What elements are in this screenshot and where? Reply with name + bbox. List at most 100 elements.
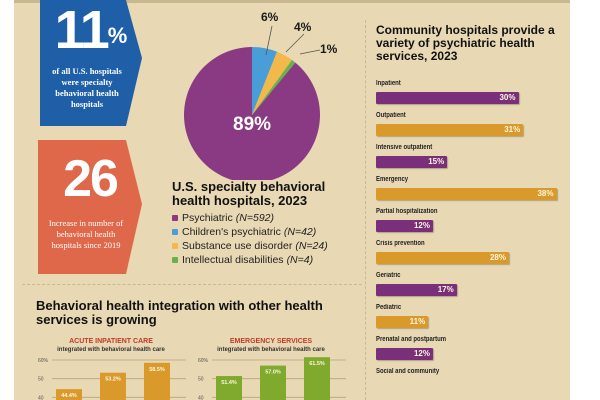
legend-label: Substance use disorder — [182, 240, 293, 252]
services-bar-chart: Inpatient 30% Outpatient 31% Intensive outpa… — [376, 80, 566, 400]
callout-text: of all U.S. hospitals were specialty beh… — [52, 66, 122, 109]
bar-category-label: Social and community — [376, 368, 440, 375]
bar-value-label: 38% — [537, 189, 554, 198]
bar-value-label: 57.0% — [265, 370, 281, 376]
emergency-chart-title: EMERGENCY SERVICES — [229, 338, 313, 345]
bar-row: Intensive outpatient 15% — [376, 144, 566, 176]
bar: 12% — [376, 220, 433, 232]
bar-value-label: 51.4% — [221, 380, 237, 386]
pie-leader-line — [265, 25, 273, 56]
pie-title: U.S. specialty behavioral health hospita… — [172, 179, 326, 208]
bar: 15% — [376, 156, 448, 168]
bar-value-label: 15% — [428, 157, 445, 166]
legend-label: Intellectual disabilities — [182, 254, 284, 266]
legend-swatch-substance — [172, 243, 178, 249]
legend-item-intellectual: Intellectual disabilities (N=4) — [172, 253, 362, 267]
bar-value-label: 58.5% — [149, 367, 165, 373]
pie-slice-children-s-psychiatric — [252, 47, 278, 115]
legend-item-childrens: Children's psychiatric (N=42) — [172, 225, 362, 239]
callout-shape-orange — [38, 140, 142, 274]
emergency-services-chart: EMERGENCY SERVICES integrated with behav… — [196, 338, 346, 400]
pie-leader-line — [285, 33, 305, 53]
y-tick-label: 50 — [198, 377, 204, 383]
acute-chart-title: ACUTE INPATIENT CARE — [69, 338, 153, 345]
bar: 17% — [376, 284, 457, 296]
bar-category-label: Emergency — [376, 176, 409, 183]
legend-item-substance: Substance use disorder (N=24) — [172, 239, 362, 253]
legend-label: Psychiatric — [182, 212, 233, 224]
bar-value-label: 17% — [437, 285, 454, 294]
legend-item-psychiatric: Psychiatric (N=592) — [172, 211, 362, 225]
bar-row: Partial hospitalization 12% — [376, 208, 566, 240]
bar: 30% — [376, 92, 519, 104]
bar: 31% — [376, 124, 524, 136]
bar-category-label: Prenatal and postpartum — [376, 336, 447, 343]
bar-row: Crisis prevention 28% — [376, 240, 566, 272]
bar-category-label: Crisis prevention — [376, 240, 425, 247]
legend-swatch-intellectual — [172, 257, 178, 263]
emergency-chart-subtitle: integrated with behavioral health care — [217, 347, 325, 353]
pie-svg — [184, 25, 321, 183]
pie-slice-psychiatric — [184, 47, 320, 183]
bar-category-label: Geriatric — [376, 272, 401, 279]
bar-row: Geriatric 17% — [376, 272, 566, 304]
bar-row: Inpatient 30% — [376, 80, 566, 112]
bar — [144, 362, 170, 400]
bar-value-label: 12% — [413, 349, 430, 358]
bar-category-label: Outpatient — [376, 112, 406, 119]
pie-leader-line — [299, 49, 321, 55]
legend-count: (N=4) — [286, 254, 314, 266]
y-tick-label: 40 — [38, 395, 44, 400]
integration-title: Behavioral health integration with other… — [36, 298, 323, 327]
pie-slice-substance-use-disorder — [252, 51, 292, 115]
top-rule — [14, 0, 570, 3]
legend-label: Children's psychiatric — [182, 226, 281, 238]
bar-value-label: 31% — [504, 125, 521, 134]
divider-horizontal — [22, 284, 362, 285]
acute-chart-subtitle: integrated with behavioral health care — [57, 347, 165, 353]
bar-value-label: 44.4% — [61, 393, 77, 399]
legend-swatch-childrens — [172, 229, 178, 235]
pie-legend: Psychiatric (N=592) Children's psychiatr… — [172, 211, 362, 267]
legend-count: (N=592) — [235, 212, 274, 224]
acute-inpatient-chart: ACUTE INPATIENT CARE integrated with beh… — [36, 338, 186, 400]
bar-row: Outpatient 31% — [376, 112, 566, 144]
bar-value-label: 12% — [413, 221, 430, 230]
bar-row: Pediatric 11% — [376, 304, 566, 336]
callout-shape-blue — [40, 0, 142, 126]
bar-category-label: Pediatric — [376, 304, 402, 311]
bar-row: Emergency 38% — [376, 176, 566, 208]
bar-category-label: Intensive outpatient — [376, 144, 433, 151]
bar-value-label: 30% — [499, 93, 516, 102]
bar-value-label: 28% — [489, 253, 506, 262]
y-tick-label: 50 — [38, 377, 44, 383]
emergency-chart-plot: 60% 50 40 51.4% 57.0% 61.5% — [198, 357, 346, 400]
services-chart-title: Community hospitals provide a variety of… — [376, 23, 555, 63]
callout-text: Increase in number of behavioral health … — [48, 218, 124, 250]
bar — [216, 376, 242, 400]
legend-swatch-psychiatric — [172, 215, 178, 221]
divider-vertical — [365, 20, 366, 400]
pie-chart: 6% 4% 1% 89% — [160, 0, 360, 183]
bar — [100, 372, 126, 400]
callout-specialty-share: 11% of all U.S. hospitals were specialty… — [40, 0, 142, 126]
callout-increase: 26 Increase in number of behavioral heal… — [38, 140, 142, 274]
callout-value: 11% — [54, 0, 128, 60]
bar-row: Social and community — [376, 368, 566, 400]
bar — [304, 357, 330, 400]
pie-label-intellectual: 1% — [320, 42, 338, 56]
pie-label-childrens: 6% — [261, 10, 279, 24]
bar-row: Prenatal and postpartum 12% — [376, 336, 566, 368]
y-tick-label: 60% — [198, 358, 209, 364]
bar-category-label: Partial hospitalization — [376, 208, 438, 215]
acute-chart-plot: 60% 50 40 44.4% 53.2% 58.5% — [38, 358, 186, 400]
y-tick-label: 60% — [38, 358, 49, 364]
bar — [260, 365, 286, 400]
bar: 28% — [376, 252, 509, 264]
pie-label-psychiatric: 89% — [233, 114, 272, 135]
bar: 11% — [376, 316, 429, 328]
legend-count: (N=42) — [283, 226, 317, 238]
callout-value: 26 — [63, 150, 119, 208]
bar-value-label: 61.5% — [309, 361, 325, 367]
pie-slice-intellectual-disabilities — [252, 59, 296, 115]
